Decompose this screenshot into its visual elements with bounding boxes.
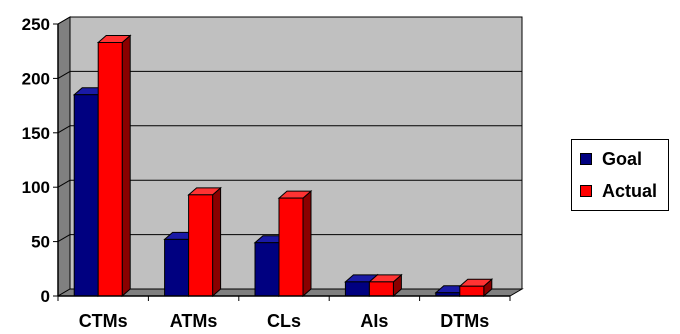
bar-actual-dtms: [458, 278, 494, 298]
bar-actual-cls: [277, 189, 313, 298]
bar-actual-atms: [187, 186, 222, 298]
legend-swatch-actual: [580, 185, 592, 197]
legend-swatch-goal: [580, 153, 592, 165]
x-category-label: CLs: [267, 311, 301, 331]
bar-actual-ctms: [96, 34, 132, 298]
bar-front: [164, 238, 190, 297]
y-axis-tick-labels: 0 50 100 150 200 250: [22, 15, 50, 306]
bars: [72, 34, 494, 298]
x-category-label: AIs: [360, 311, 388, 331]
bar-front: [459, 285, 485, 297]
legend-label-goal: Goal: [602, 149, 643, 169]
x-category-label: DTMs: [440, 311, 489, 331]
bar-front: [97, 41, 123, 297]
bar-actual-ais: [368, 273, 403, 298]
bar-front: [73, 94, 99, 297]
gridline-side: [57, 16, 71, 25]
gridline-side: [57, 179, 71, 188]
y-tick-label: 250: [22, 15, 50, 34]
y-tick-label: 100: [22, 178, 50, 197]
bar-front: [254, 242, 280, 297]
legend-label-actual: Actual: [602, 181, 658, 201]
x-category-label: ATMs: [170, 311, 218, 331]
bar-side: [121, 34, 131, 298]
y-tick-label: 50: [31, 233, 50, 252]
bar-front: [368, 281, 394, 297]
gridline-side: [57, 125, 71, 134]
bar-side: [212, 186, 222, 298]
side-wall: [57, 16, 71, 297]
bar-side: [302, 189, 312, 298]
legend-item-actual: Actual: [580, 182, 657, 200]
y-tick-label: 150: [22, 124, 50, 143]
bar-front: [344, 281, 370, 297]
axes: [57, 24, 511, 301]
y-tick-label: 200: [22, 69, 50, 88]
y-tick-label: 0: [41, 287, 50, 306]
gridline-side: [57, 70, 71, 79]
bar-front: [188, 194, 214, 297]
legend: Goal Actual: [571, 139, 669, 211]
x-category-label: CTMs: [79, 311, 128, 331]
bar-front: [278, 197, 304, 297]
x-axis-category-labels: CTMs ATMs CLs AIs DTMs: [79, 311, 490, 331]
legend-item-goal: Goal: [580, 150, 642, 168]
gridlines: [53, 16, 522, 297]
gridline-side: [57, 234, 71, 243]
